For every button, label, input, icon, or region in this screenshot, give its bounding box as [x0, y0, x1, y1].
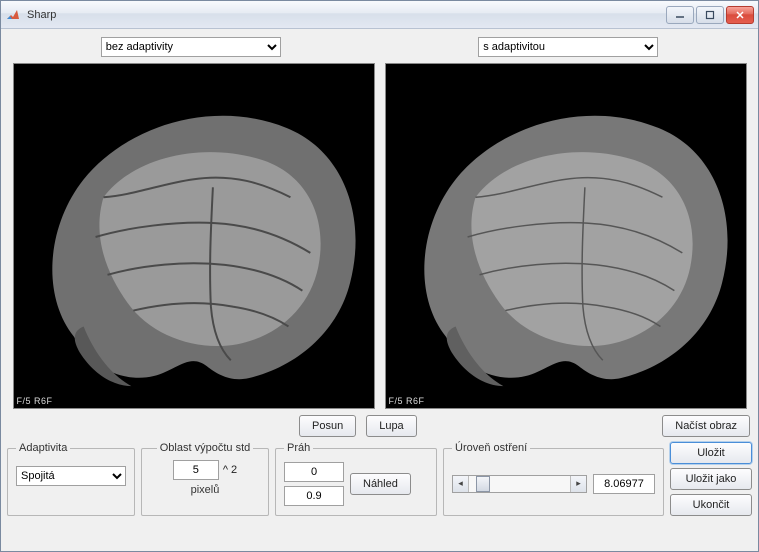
load-image-button[interactable]: Načíst obraz	[662, 415, 750, 437]
image-corner-label: F/5 R6F	[389, 396, 425, 406]
right-image-panel[interactable]: F/5 R6F	[385, 63, 747, 409]
window-buttons	[666, 6, 754, 24]
client-area: bez adaptivity s adaptivitou	[1, 29, 758, 551]
lupa-button[interactable]: Lupa	[366, 415, 416, 437]
prah-high-input[interactable]	[284, 486, 344, 506]
controls-row: Adaptivita Spojitá Oblast výpočtu std ^ …	[7, 442, 752, 516]
minimize-button[interactable]	[666, 6, 694, 24]
adaptivita-select[interactable]: Spojitá	[16, 466, 126, 486]
save-as-button[interactable]: Uložit jako	[670, 468, 752, 490]
std-unit-label: pixelů	[150, 484, 260, 496]
prah-legend: Práh	[284, 442, 313, 454]
slider-right-arrow-icon[interactable]: ▸	[570, 476, 586, 492]
mri-right-icon	[386, 64, 746, 408]
dropdown-row: bez adaptivity s adaptivitou	[7, 33, 752, 63]
app-window: Sharp bez adaptivity s adaptivitou	[0, 0, 759, 552]
adaptivita-group: Adaptivita Spojitá	[7, 442, 135, 516]
mid-button-row: Posun Lupa Načíst obraz	[7, 409, 752, 439]
std-group: Oblast výpočtu std ^ 2 pixelů	[141, 442, 269, 516]
window-title: Sharp	[27, 9, 666, 21]
side-button-column: Uložit Uložit jako Ukončit	[670, 442, 752, 516]
exit-button[interactable]: Ukončit	[670, 494, 752, 516]
titlebar: Sharp	[1, 1, 758, 29]
maximize-button[interactable]	[696, 6, 724, 24]
slider-left-arrow-icon[interactable]: ◂	[453, 476, 469, 492]
ostreni-legend: Úroveň ostření	[452, 442, 530, 454]
slider-thumb[interactable]	[476, 476, 490, 492]
std-legend: Oblast výpočtu std	[157, 442, 254, 454]
prah-low-input[interactable]	[284, 462, 344, 482]
left-image-panel[interactable]: F/5 R6F	[13, 63, 375, 409]
left-mode-select[interactable]: bez adaptivity	[101, 37, 281, 57]
image-row: F/5 R6F	[7, 63, 752, 409]
std-value-input[interactable]	[173, 460, 219, 480]
nahled-button[interactable]: Náhled	[350, 473, 411, 495]
std-exp-label: ^ 2	[223, 464, 237, 476]
ostreni-slider[interactable]: ◂ ▸	[452, 475, 587, 493]
matlab-icon	[5, 7, 21, 23]
image-corner-label: F/5 R6F	[17, 396, 53, 406]
mri-left-icon	[14, 64, 374, 408]
save-button[interactable]: Uložit	[670, 442, 752, 464]
ostreni-group: Úroveň ostření ◂ ▸	[443, 442, 664, 516]
slider-track[interactable]	[469, 476, 570, 492]
close-button[interactable]	[726, 6, 754, 24]
adaptivita-legend: Adaptivita	[16, 442, 70, 454]
ostreni-value-input[interactable]	[593, 474, 655, 494]
posun-button[interactable]: Posun	[299, 415, 356, 437]
right-mode-select[interactable]: s adaptivitou	[478, 37, 658, 57]
prah-group: Práh Náhled	[275, 442, 437, 516]
